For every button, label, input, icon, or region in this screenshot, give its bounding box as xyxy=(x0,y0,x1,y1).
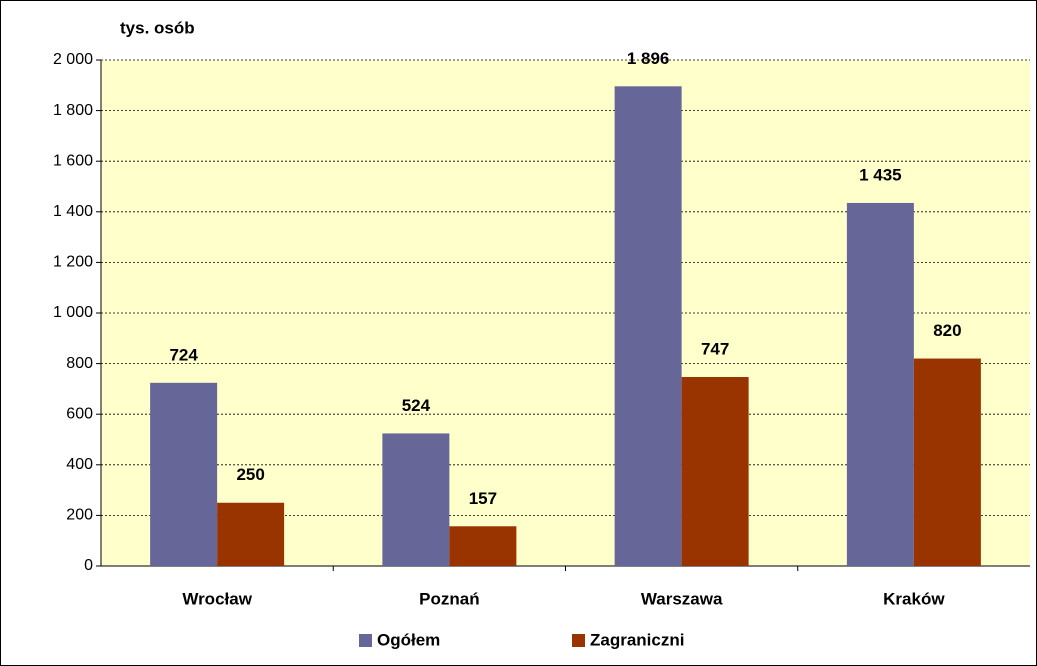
y-tick-label: 2 000 xyxy=(53,51,93,68)
data-label: 157 xyxy=(469,489,497,508)
x-tick-label: Kraków xyxy=(883,589,945,608)
legend-label: Zagraniczni xyxy=(590,630,684,649)
legend-swatch xyxy=(572,634,585,647)
legend-swatch xyxy=(359,634,372,647)
bar xyxy=(614,86,682,566)
bar xyxy=(150,382,218,566)
data-label: 820 xyxy=(933,321,961,340)
bar xyxy=(449,526,517,566)
bar xyxy=(681,377,749,566)
y-tick-label: 1 000 xyxy=(53,304,93,321)
data-label: 524 xyxy=(402,396,431,415)
data-label: 250 xyxy=(236,465,264,484)
data-label: 1 435 xyxy=(859,165,902,184)
y-tick-label: 1 200 xyxy=(53,254,93,271)
x-tick-label: Warszawa xyxy=(641,589,723,608)
data-label: 1 896 xyxy=(627,49,670,68)
y-tick-label: 400 xyxy=(66,456,93,473)
bar xyxy=(217,502,285,566)
x-tick-label: Poznań xyxy=(419,589,479,608)
y-tick-label: 200 xyxy=(66,507,93,524)
bar xyxy=(382,433,450,566)
y-tick-label: 1 800 xyxy=(53,102,93,119)
bar xyxy=(913,358,981,566)
x-tick-label: Wrocław xyxy=(182,589,252,608)
y-tick-label: 600 xyxy=(66,405,93,422)
legend-label: Ogółem xyxy=(377,630,440,649)
y-axis-label: tys. osób xyxy=(120,18,195,37)
bar xyxy=(846,202,914,566)
y-tick-label: 0 xyxy=(84,557,93,574)
data-label: 724 xyxy=(169,345,198,364)
y-tick-label: 1 600 xyxy=(53,152,93,169)
data-label: 747 xyxy=(701,339,729,358)
y-tick-label: 800 xyxy=(66,355,93,372)
y-tick-label: 1 400 xyxy=(53,203,93,220)
